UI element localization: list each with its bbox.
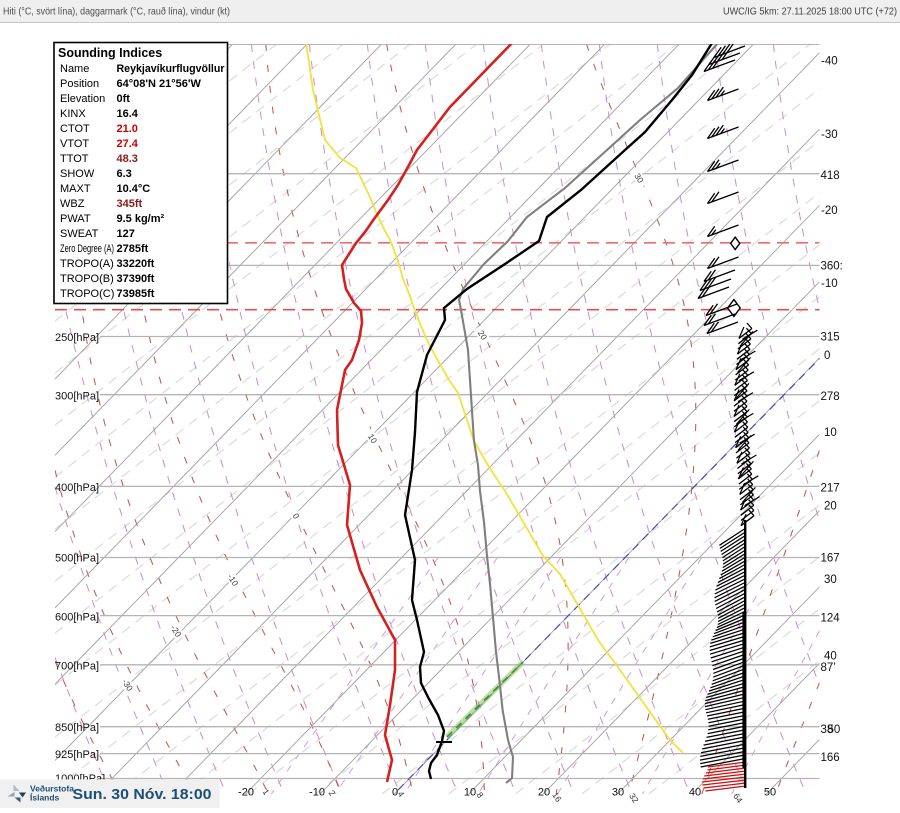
svg-text:2: 2 (327, 788, 338, 798)
svg-text:600[hPa]: 600[hPa] (55, 612, 99, 624)
svg-text:TROPO(C): TROPO(C) (60, 288, 114, 300)
svg-text:50: 50 (764, 787, 776, 799)
svg-text:Sun. 30 Nóv. 18:00: Sun. 30 Nóv. 18:00 (73, 786, 212, 803)
svg-text:SWEAT: SWEAT (60, 228, 99, 240)
svg-text:278: 278 (821, 391, 840, 403)
svg-text:WBZ: WBZ (60, 198, 85, 210)
svg-text:37390ft: 37390ft (117, 273, 155, 285)
svg-text:SHOW: SHOW (60, 168, 95, 180)
svg-text:Zero Degree (A): Zero Degree (A) (60, 243, 114, 255)
svg-text:Name: Name (60, 63, 89, 75)
svg-text:40: 40 (824, 651, 837, 663)
svg-text:Elevation: Elevation (60, 93, 105, 105)
svg-text:Reykjavíkurflugvöllur: Reykjavíkurflugvöllur (117, 63, 226, 75)
svg-text:250[hPa]: 250[hPa] (55, 332, 99, 344)
svg-text:418: 418 (821, 170, 840, 182)
svg-text:345ft: 345ft (117, 198, 143, 210)
svg-text:50: 50 (828, 724, 841, 736)
svg-text:167: 167 (821, 553, 840, 565)
svg-text:-20: -20 (821, 205, 838, 217)
svg-text:-30: -30 (821, 129, 838, 141)
svg-text:0ft: 0ft (117, 93, 131, 105)
svg-text:CTOT: CTOT (60, 123, 90, 135)
svg-text:VTOT: VTOT (60, 138, 89, 150)
svg-text:-10: -10 (821, 278, 838, 290)
svg-text:10.4°C: 10.4°C (117, 183, 151, 195)
svg-text:40: 40 (689, 787, 701, 799)
svg-text:10: 10 (464, 787, 476, 799)
svg-text:8: 8 (475, 790, 486, 800)
svg-text:124: 124 (821, 613, 841, 625)
svg-text:360:: 360: (821, 261, 843, 273)
svg-text:315: 315 (821, 332, 840, 344)
svg-text:PWAT: PWAT (60, 213, 91, 225)
svg-text:-20: -20 (238, 787, 254, 799)
svg-text:30: 30 (612, 787, 624, 799)
svg-text:27.4: 27.4 (117, 138, 139, 150)
svg-text:2785ft: 2785ft (117, 243, 149, 255)
svg-text:217: 217 (821, 483, 840, 495)
svg-text:4: 4 (396, 789, 407, 799)
svg-text:Veðurstofa: Veðurstofa (30, 784, 74, 794)
svg-text:20: 20 (538, 787, 550, 799)
svg-text:Hiti (°C, svört lína), daggarm: Hiti (°C, svört lína), daggarmark (°C, r… (3, 6, 230, 18)
svg-text:0: 0 (392, 787, 398, 799)
svg-text:87’: 87’ (821, 662, 836, 674)
svg-text:700[hPa]: 700[hPa] (55, 661, 99, 673)
svg-text:38: 38 (821, 724, 834, 736)
svg-text:20: 20 (824, 501, 837, 513)
svg-text:30: 30 (824, 574, 837, 586)
svg-text:64°08'N 21°56'W: 64°08'N 21°56'W (117, 78, 202, 90)
svg-text:MAXT: MAXT (60, 183, 91, 195)
svg-text:1: 1 (261, 787, 272, 797)
svg-text:925[hPa]: 925[hPa] (55, 749, 99, 761)
svg-text:500[hPa]: 500[hPa] (55, 553, 99, 565)
svg-text:KINX: KINX (60, 108, 86, 120)
svg-text:21.0: 21.0 (117, 123, 138, 135)
svg-text:10: 10 (824, 427, 837, 439)
svg-text:166: 166 (821, 752, 840, 764)
svg-text:400[hPa]: 400[hPa] (55, 482, 99, 494)
svg-text:-40: -40 (821, 56, 838, 68)
svg-text:Íslands: Íslands (30, 793, 60, 803)
svg-text:127: 127 (117, 228, 135, 240)
svg-text:TTOT: TTOT (60, 153, 89, 165)
svg-text:6.3: 6.3 (117, 168, 132, 180)
svg-text:16.4: 16.4 (117, 108, 139, 120)
svg-text:850[hPa]: 850[hPa] (55, 722, 99, 734)
svg-text:0: 0 (291, 511, 302, 521)
svg-text:48.3: 48.3 (117, 153, 138, 165)
svg-text:300[hPa]: 300[hPa] (55, 391, 99, 403)
svg-text:0: 0 (824, 350, 830, 362)
svg-text:UWC/IG 5km: 27.11.2025 18:00 U: UWC/IG 5km: 27.11.2025 18:00 UTC (+72) (723, 7, 897, 18)
svg-text:-10: -10 (309, 787, 325, 799)
svg-text:33220ft: 33220ft (117, 258, 155, 270)
svg-text:TROPO(A): TROPO(A) (60, 258, 114, 270)
svg-text:Sounding Indices: Sounding Indices (58, 46, 162, 60)
svg-text:73985ft: 73985ft (117, 288, 155, 300)
svg-text:Position: Position (60, 78, 99, 90)
svg-text:TROPO(B): TROPO(B) (60, 273, 114, 285)
svg-text:9.5 kg/m²: 9.5 kg/m² (117, 213, 165, 225)
